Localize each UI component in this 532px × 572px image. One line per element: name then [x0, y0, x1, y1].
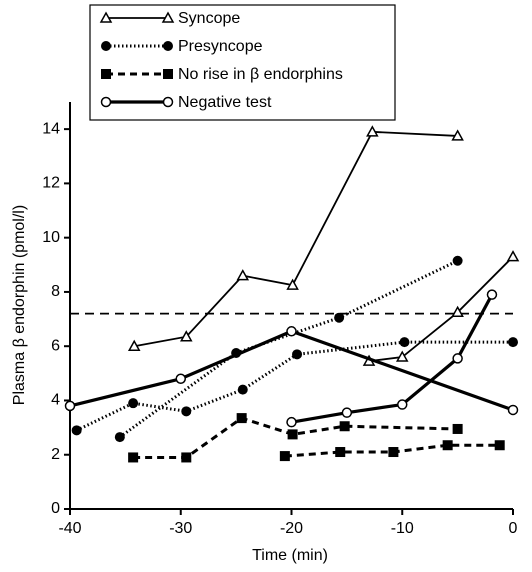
marker — [128, 452, 139, 463]
y-axis-label: Plasma β endorphin (pmol/l) — [11, 205, 28, 405]
legend-marker — [162, 96, 174, 108]
marker — [339, 421, 350, 432]
legend-marker — [101, 41, 111, 51]
marker — [451, 305, 464, 318]
marker — [452, 353, 463, 364]
series-line — [134, 130, 458, 348]
marker — [181, 452, 192, 463]
marker — [451, 129, 464, 141]
marker — [442, 440, 453, 451]
marker — [399, 337, 410, 348]
legend-marker — [101, 69, 111, 79]
marker — [452, 423, 463, 434]
marker — [506, 250, 520, 262]
legend-label: Negative test — [178, 94, 272, 111]
marker — [286, 326, 297, 337]
legend-marker — [100, 96, 112, 108]
marker — [341, 407, 353, 418]
marker — [452, 255, 463, 266]
marker — [286, 416, 297, 428]
x-tick-label: -10 — [391, 520, 414, 537]
y-tick-label: 8 — [51, 283, 60, 300]
marker — [366, 125, 379, 137]
marker — [236, 269, 250, 281]
x-tick-label: -20 — [280, 520, 303, 537]
marker — [486, 289, 498, 300]
marker — [114, 432, 125, 443]
y-tick-label: 12 — [42, 175, 60, 192]
series-line — [69, 329, 514, 412]
marker — [127, 339, 141, 351]
marker — [507, 404, 519, 416]
legend-marker — [99, 11, 113, 23]
marker — [128, 398, 139, 409]
marker — [287, 429, 298, 440]
legend-label: Syncope — [178, 10, 240, 27]
marker — [279, 451, 290, 462]
marker — [180, 330, 193, 342]
y-tick-label: 10 — [42, 229, 60, 246]
marker — [286, 278, 299, 290]
marker — [236, 413, 247, 424]
legend-marker — [161, 11, 175, 23]
y-tick-label: 14 — [42, 120, 60, 137]
marker — [395, 350, 409, 362]
marker — [71, 425, 82, 436]
legend-marker — [163, 69, 173, 79]
x-tick-label: -40 — [58, 520, 81, 537]
legend-label: No rise in β endorphins — [178, 66, 343, 83]
y-tick-label: 0 — [51, 500, 60, 517]
marker — [397, 399, 408, 410]
legend-marker — [163, 41, 173, 51]
y-tick-label: 6 — [51, 337, 60, 354]
y-tick-label: 4 — [51, 392, 60, 409]
legend-label: Presyncope — [178, 38, 263, 55]
marker — [181, 406, 192, 417]
marker — [334, 312, 345, 323]
marker — [175, 373, 186, 385]
marker — [64, 400, 76, 412]
y-tick-label: 2 — [51, 446, 60, 463]
series-line — [133, 416, 458, 459]
x-tick-label: 0 — [509, 520, 518, 537]
marker — [508, 337, 518, 348]
marker — [494, 440, 505, 451]
marker — [335, 447, 346, 458]
marker — [292, 349, 303, 360]
marker — [237, 384, 248, 395]
x-tick-label: -30 — [169, 520, 192, 537]
x-axis-label: Time (min) — [252, 547, 328, 564]
marker — [388, 447, 399, 458]
series-line — [368, 256, 514, 363]
